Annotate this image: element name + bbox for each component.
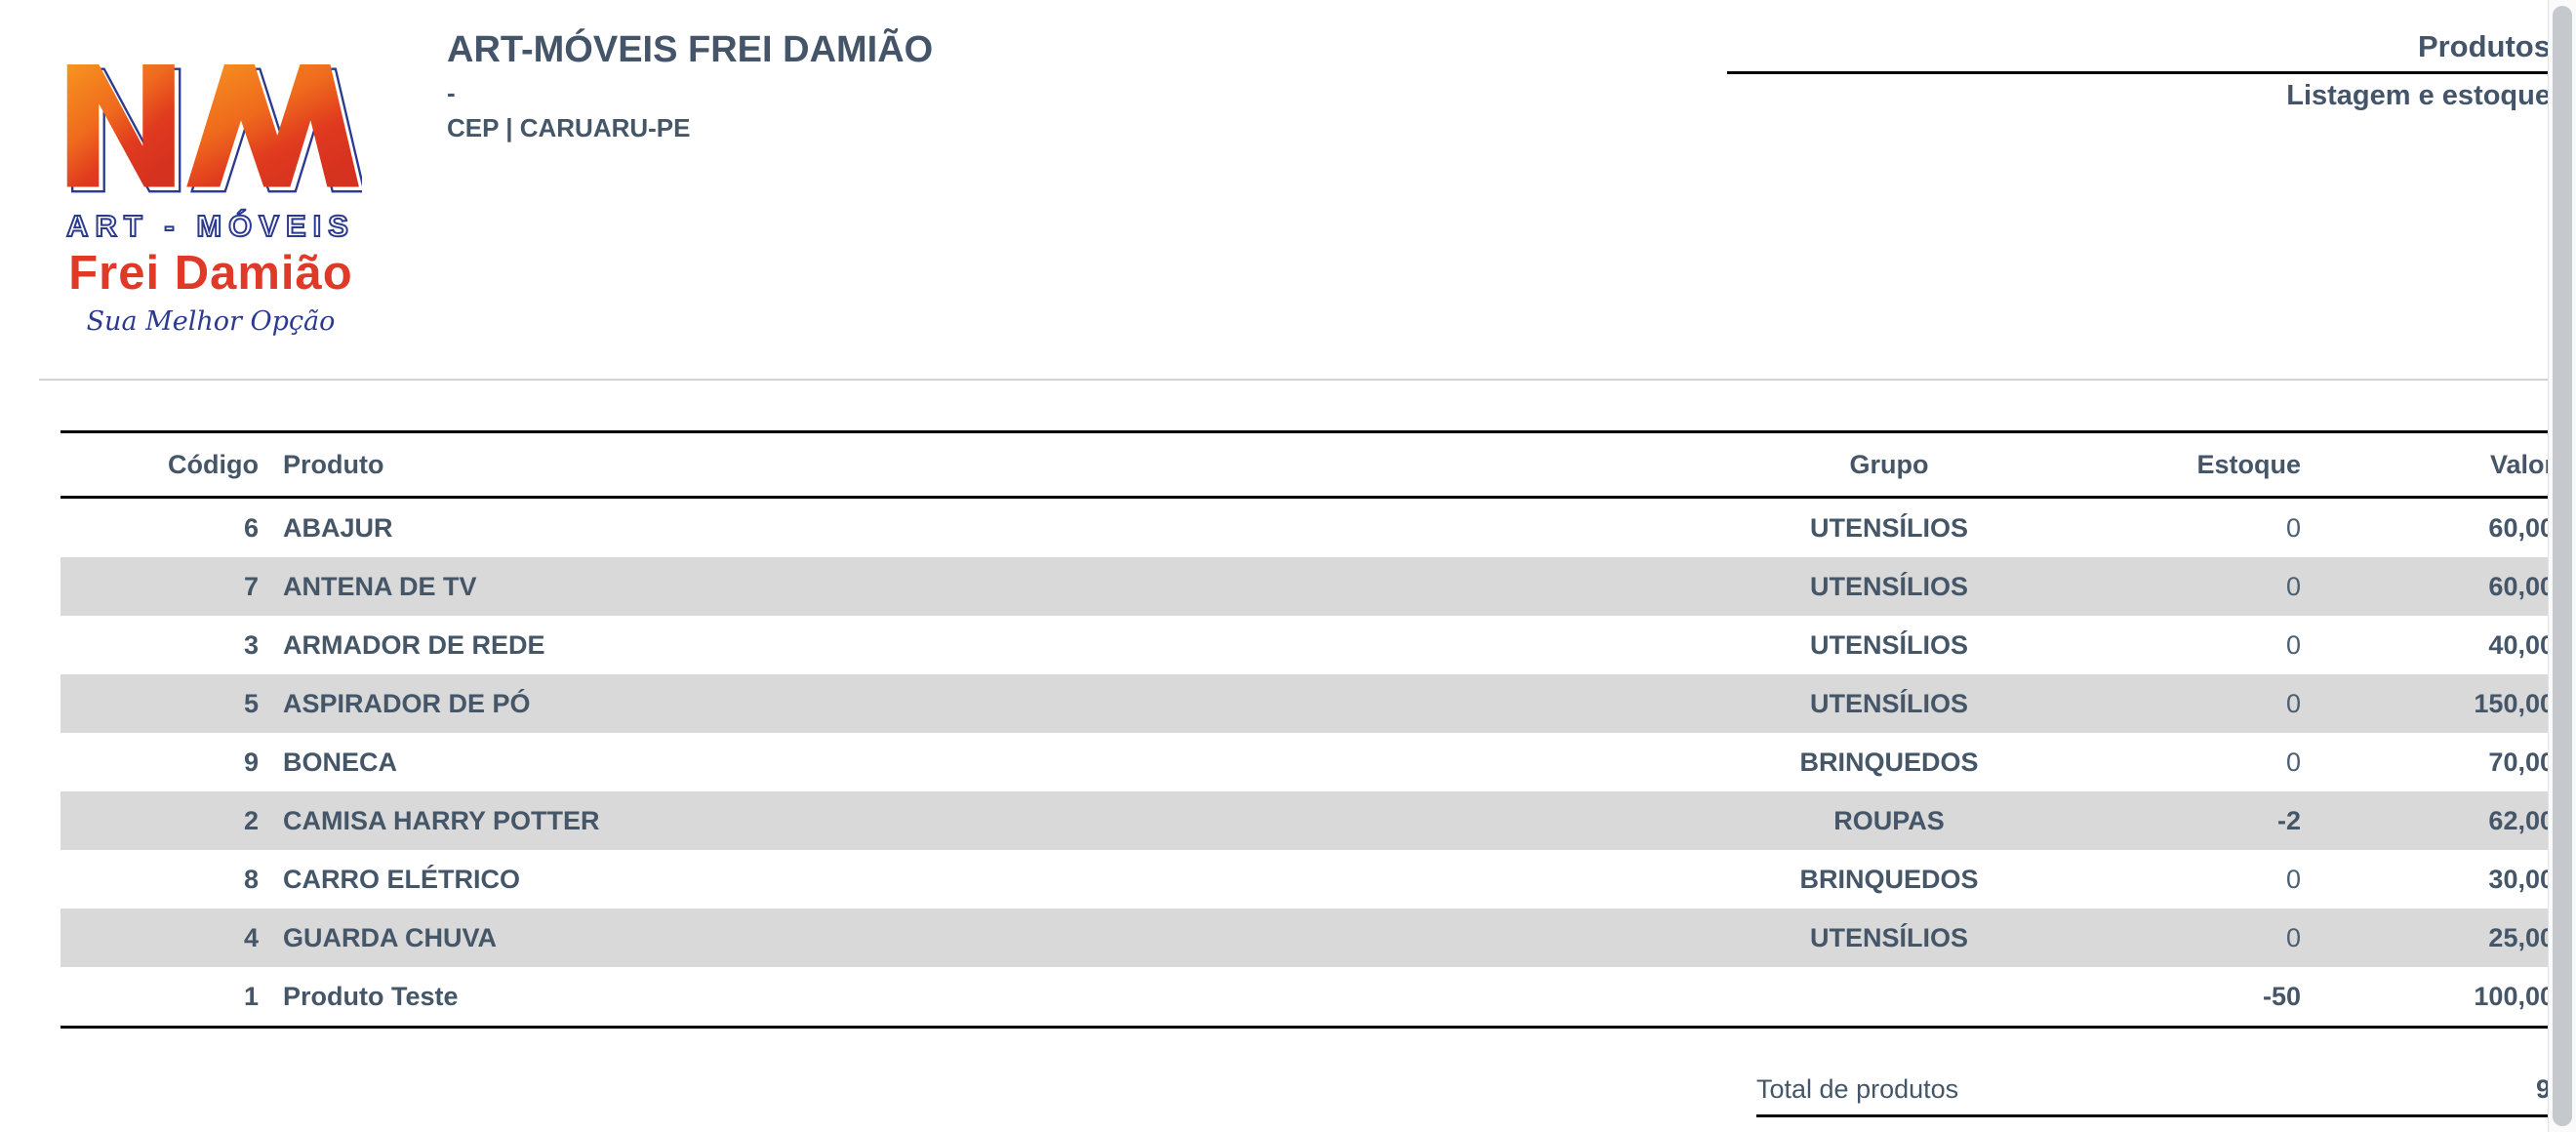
cell-produto: ABAJUR: [283, 512, 393, 543]
masthead-divider: [39, 379, 2549, 381]
cell-estoque: 0: [2285, 922, 2301, 952]
cell-codigo: 1: [243, 981, 259, 1011]
cell-produto: Produto Teste: [283, 981, 459, 1011]
total-label: Total de produtos: [1756, 1073, 1959, 1104]
total-row: Total de produtos 9: [1756, 1064, 2551, 1117]
cell-valor: 25,00: [2488, 922, 2555, 952]
products-table: Código Produto Grupo Estoque Valor 6 ABAJ…: [60, 430, 2555, 1029]
cell-produto: GUARDA CHUVA: [283, 922, 497, 952]
cell-codigo: 2: [243, 805, 259, 835]
table-row: 7 ANTENA DE TV UTENSÍLIOS 0 60,00: [60, 557, 2555, 616]
cell-grupo: UTENSÍLIOS: [1809, 571, 1968, 601]
cell-grupo: UTENSÍLIOS: [1809, 688, 1968, 718]
table-row: 1 Produto Teste -50 100,00: [60, 967, 2555, 1026]
report-subtitle: Listagem e estoque: [2286, 80, 2551, 111]
cell-codigo: 8: [243, 864, 259, 894]
cell-estoque: 0: [2285, 864, 2301, 894]
cell-codigo: 5: [243, 688, 259, 718]
cell-codigo: 6: [243, 512, 259, 543]
table-row: 9 BONECA BRINQUEDOS 0 70,00: [60, 733, 2555, 791]
cell-estoque: -50: [2262, 981, 2301, 1011]
cell-grupo: UTENSÍLIOS: [1809, 629, 1968, 660]
cell-codigo: 9: [243, 747, 259, 777]
cell-produto: ANTENA DE TV: [283, 571, 477, 601]
vertical-scrollbar-track[interactable]: [2548, 0, 2576, 1132]
cell-valor: 150,00: [2474, 688, 2555, 718]
report-title-block: Produtos Listagem e estoque: [1727, 29, 2551, 112]
logo-text-art-moveis: ART - MÓVEIS: [65, 208, 355, 244]
cell-grupo: ROUPAS: [1833, 805, 1945, 835]
column-header-valor: Valor: [2489, 449, 2555, 479]
cell-produto: CAMISA HARRY POTTER: [283, 805, 600, 835]
logo-text-frei-damiao: Frei Damião: [68, 247, 353, 300]
cell-valor: 62,00: [2488, 805, 2555, 835]
cell-produto: ARMADOR DE REDE: [283, 629, 545, 660]
cell-produto: BONECA: [283, 747, 398, 777]
company-logo: ART - MÓVEIS Frei Damião Sua Melhor Opçã…: [54, 51, 368, 337]
report-title: Produtos: [1727, 29, 2551, 74]
table-row: 3 ARMADOR DE REDE UTENSÍLIOS 0 40,00: [60, 616, 2555, 674]
vertical-scrollbar-thumb[interactable]: [2553, 6, 2572, 1126]
cell-estoque: 0: [2285, 629, 2301, 660]
company-name: ART-MÓVEIS FREI DAMIÃO: [447, 29, 934, 70]
cell-estoque: 0: [2285, 571, 2301, 601]
company-address-dash: -: [447, 78, 456, 107]
cell-valor: 60,00: [2488, 512, 2555, 543]
cell-valor: 40,00: [2488, 629, 2555, 660]
cell-estoque: -2: [2276, 805, 2301, 835]
brand-monogram-icon: [66, 64, 362, 193]
cell-estoque: 0: [2285, 747, 2301, 777]
cell-grupo: BRINQUEDOS: [1799, 747, 1979, 777]
company-header: ART-MÓVEIS FREI DAMIÃO - CEP | CARUARU-P…: [447, 27, 933, 142]
cell-produto: ASPIRADOR DE PÓ: [283, 688, 531, 718]
cell-codigo: 3: [243, 629, 259, 660]
cell-grupo: UTENSÍLIOS: [1809, 922, 1968, 952]
table-row: 8 CARRO ELÉTRICO BRINQUEDOS 0 30,00: [60, 850, 2555, 909]
column-header-codigo: Código: [168, 449, 259, 479]
cell-produto: CARRO ELÉTRICO: [283, 864, 520, 894]
column-header-produto: Produto: [283, 449, 384, 479]
table-row: 2 CAMISA HARRY POTTER ROUPAS -2 62,00: [60, 791, 2555, 850]
table-row: 5 ASPIRADOR DE PÓ UTENSÍLIOS 0 150,00: [60, 674, 2555, 733]
column-header-estoque: Estoque: [2196, 449, 2301, 479]
table-rows: 6 ABAJUR UTENSÍLIOS 0 60,00 7 ANTENA DE TV UTEN…: [60, 499, 2555, 1029]
total-value: 9: [2535, 1073, 2551, 1104]
cell-valor: 60,00: [2488, 571, 2555, 601]
table-header-row: Código Produto Grupo Estoque Valor: [60, 430, 2555, 499]
table-row: 4 GUARDA CHUVA UTENSÍLIOS 0 25,00: [60, 909, 2555, 967]
cell-estoque: 0: [2285, 688, 2301, 718]
logo-tagline: Sua Melhor Opção: [86, 306, 336, 337]
column-header-grupo: Grupo: [1849, 449, 1929, 479]
cell-grupo: BRINQUEDOS: [1799, 864, 1979, 894]
cell-codigo: 7: [243, 571, 259, 601]
cell-valor: 100,00: [2474, 981, 2555, 1011]
cell-estoque: 0: [2285, 512, 2301, 543]
cell-codigo: 4: [243, 922, 259, 952]
cell-valor: 30,00: [2488, 864, 2555, 894]
table-row: 6 ABAJUR UTENSÍLIOS 0 60,00: [60, 499, 2555, 557]
cell-grupo: UTENSÍLIOS: [1809, 512, 1968, 543]
cell-valor: 70,00: [2488, 747, 2555, 777]
company-city-line: CEP | CARUARU-PE: [447, 113, 691, 142]
